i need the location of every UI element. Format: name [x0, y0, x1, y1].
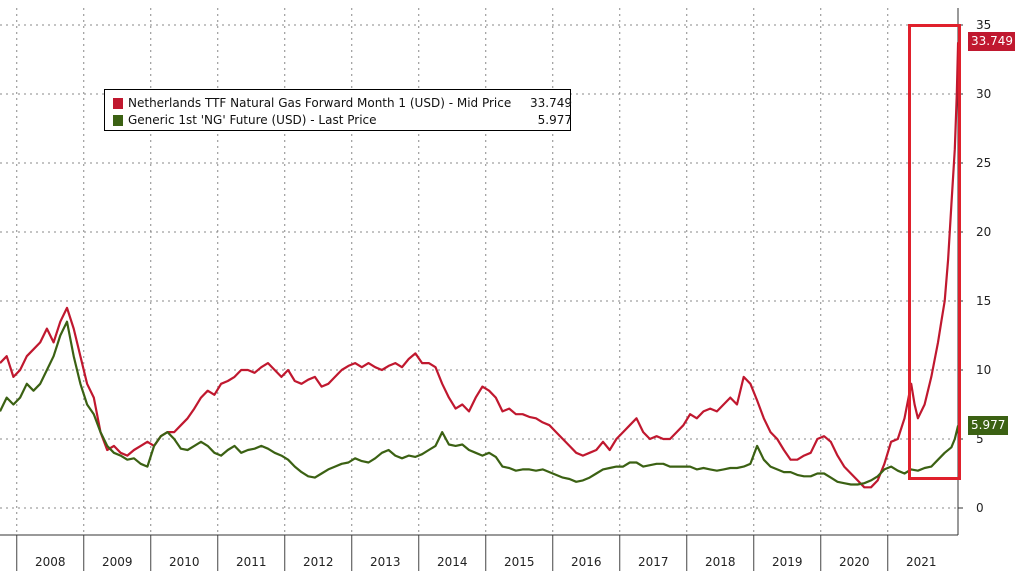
axes: 0 5 10 15 20 25 30 35 2008 2009 2010 2011 2012 2013 20… [0, 8, 991, 571]
legend-entry-ttf: Netherlands TTF Natural Gas Forward Mont… [113, 95, 572, 111]
legend-label-ng: Generic 1st 'NG' Future (USD) - Last Pri… [128, 113, 377, 127]
x-tick-label-2017: 2017 [638, 555, 669, 569]
x-tick-label-2016: 2016 [571, 555, 602, 569]
x-tick-label-2014: 2014 [437, 555, 468, 569]
x-tick-label-2009: 2009 [102, 555, 133, 569]
x-tick-label-2012: 2012 [303, 555, 334, 569]
series-line-ng [0, 320, 960, 486]
y-tick-label-15: 15 [976, 294, 991, 308]
y-tick-label-35: 35 [976, 18, 991, 32]
highlight-box [908, 24, 961, 480]
legend-swatch-ng [113, 114, 123, 126]
legend-value-ng: 5.977 [537, 113, 572, 127]
x-tick-label-2018: 2018 [705, 555, 736, 569]
series-lines [0, 42, 960, 489]
x-tick-label-2011: 2011 [236, 555, 267, 569]
y-tick-label-25: 25 [976, 156, 991, 170]
legend: Netherlands TTF Natural Gas Forward Mont… [104, 89, 572, 131]
x-tick-label-2021: 2021 [906, 555, 937, 569]
legend-swatch-ttf [113, 97, 123, 109]
y-tick-label-20: 20 [976, 225, 991, 239]
x-tick-label-2019: 2019 [772, 555, 803, 569]
x-tick-label-2010: 2010 [169, 555, 200, 569]
y-tick-label-10: 10 [976, 363, 991, 377]
legend-entry-ng: Generic 1st 'NG' Future (USD) - Last Pri… [113, 112, 572, 128]
x-tick-label-2015: 2015 [504, 555, 535, 569]
x-tick-label-2020: 2020 [839, 555, 870, 569]
y-tick-label-0: 0 [976, 501, 984, 515]
y-tick-label-30: 30 [976, 87, 991, 101]
end-tag-ng: 5.977 [968, 416, 1009, 435]
legend-label-ttf: Netherlands TTF Natural Gas Forward Mont… [128, 96, 512, 110]
end-tag-ttf: 33.749 [968, 32, 1015, 51]
grid-lines [0, 8, 958, 535]
x-tick-label-2008: 2008 [35, 555, 66, 569]
y-tick-label-5: 5 [976, 432, 984, 446]
x-tick-label-2013: 2013 [370, 555, 401, 569]
legend-value-ttf: 33.749 [530, 96, 572, 110]
